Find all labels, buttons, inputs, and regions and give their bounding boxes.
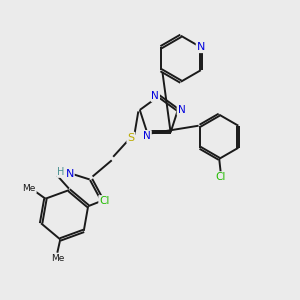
Text: S: S: [127, 133, 134, 142]
Text: O: O: [100, 197, 109, 207]
Text: Me: Me: [51, 254, 64, 263]
Text: N: N: [196, 42, 205, 52]
Text: Cl: Cl: [215, 172, 226, 182]
Text: N: N: [178, 105, 185, 115]
Text: Me: Me: [22, 184, 36, 193]
Text: N: N: [65, 169, 74, 179]
Text: N: N: [143, 131, 151, 141]
Text: Cl: Cl: [99, 196, 110, 206]
Text: H: H: [57, 167, 65, 177]
Text: N: N: [152, 91, 159, 101]
